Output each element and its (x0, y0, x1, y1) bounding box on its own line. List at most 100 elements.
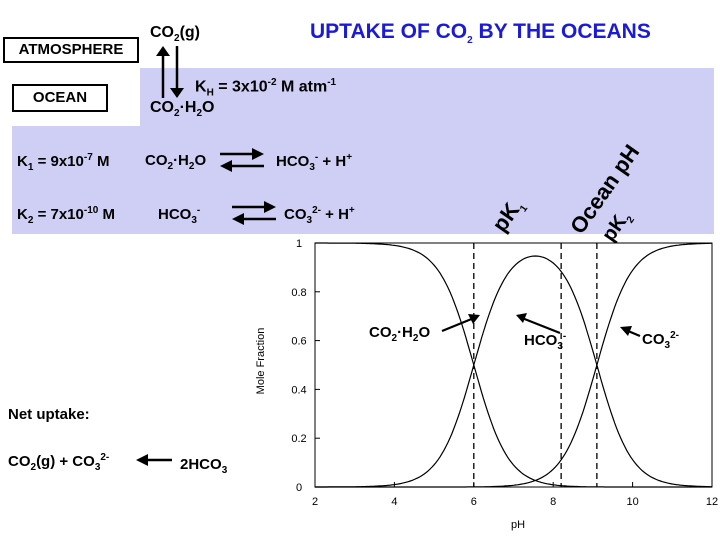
x-tick-label: 12 (706, 496, 718, 508)
co2-aq-label: CO2·H2O (150, 99, 214, 119)
net-r-a: 2HCO (180, 456, 222, 473)
k1l-c: O (194, 152, 207, 169)
co2aq-a: CO (150, 99, 174, 116)
k1-product: HCO3- + H+ (276, 152, 352, 173)
kh-sup2: -1 (327, 77, 337, 88)
k2-constant: K2 = 7x10-10 M (17, 205, 115, 226)
sp-hco3-a: HCO (524, 332, 558, 349)
k2r-sub: 3 (306, 215, 313, 226)
sp-co2-c: O (418, 324, 431, 341)
k2-equilibrium-arrows (232, 201, 276, 225)
k1r-a: HCO (276, 153, 310, 170)
k2l-sub: 3 (191, 215, 197, 226)
k1-sub: 1 (27, 162, 34, 173)
y-tick-label: 0.2 (291, 433, 306, 445)
x-tick-label: 4 (391, 496, 397, 508)
net-l-sub2: 3 (94, 462, 101, 473)
kh-a: K (195, 78, 207, 96)
y-tick-label: 1 (296, 238, 302, 250)
k1l-sub: 2 (167, 161, 174, 172)
sp-hco3-sub: 3 (557, 341, 563, 352)
net-uptake-product: 2HCO3 (180, 456, 227, 476)
net-l-b: (g) + CO (36, 453, 95, 470)
sp-co3-sup: 2- (670, 330, 679, 341)
species-label-co2: CO2·H2O (369, 324, 430, 344)
k2l-sup: - (196, 205, 201, 216)
k1-b: = 9x10 (33, 153, 84, 170)
sp-co3-a: CO (642, 331, 665, 348)
k1l-b: ·H (173, 152, 189, 169)
ocean-band-upper (140, 68, 714, 126)
henry-constant: KH = 3x10-2 M atm-1 (195, 77, 336, 99)
ocean-text: OCEAN (32, 89, 88, 106)
co2g-b: (g) (179, 24, 200, 41)
k2r-sup: 2- (312, 205, 321, 216)
k2-sup: -10 (83, 205, 99, 216)
k1-reactant: CO2·H2O (145, 152, 206, 172)
curve-co3 (315, 242, 712, 488)
co2aq-sub2: 2 (196, 108, 203, 120)
atmosphere-text: ATMOSPHERE (18, 41, 124, 58)
sp-co2-sub: 2 (391, 333, 398, 344)
ocean-label: OCEAN (12, 84, 108, 112)
chart-axes (314, 242, 713, 488)
sp-co2-b: ·H (397, 324, 413, 341)
k2r-a: CO (284, 206, 307, 223)
sp-hco3-sup: - (562, 331, 567, 342)
curve-co2 (315, 242, 712, 488)
net-l-sub: 2 (30, 462, 37, 473)
atmosphere-label: ATMOSPHERE (3, 37, 139, 63)
k2-product: CO32- + H+ (284, 205, 355, 226)
net-uptake-label: Net uptake: (8, 406, 90, 423)
species-label-co3: CO32- (642, 330, 679, 351)
net-uptake-reactants: CO2(g) + CO32- (8, 452, 109, 473)
y-tick-label: 0.4 (291, 384, 306, 396)
kh-b: = 3x10 (213, 78, 268, 96)
curve-hco3 (315, 255, 712, 488)
co2aq-c: O (202, 99, 215, 116)
k2-sub: 2 (27, 215, 34, 226)
net-uptake-arrow (136, 454, 172, 466)
title-sub: 2 (467, 35, 473, 47)
species-label-hco3: HCO3- (524, 331, 566, 352)
chart-curves (315, 242, 712, 488)
kh-c: M atm (276, 78, 328, 96)
k1-constant: K1 = 9x10-7 M (17, 152, 109, 173)
k1-sup: -7 (83, 152, 93, 163)
page-title: UPTAKE OF CO2 BY THE OCEANS (310, 20, 651, 46)
co2aq-b: ·H (179, 99, 197, 116)
sp-co2-a: CO (369, 324, 392, 341)
x-axis-label: pH (511, 519, 525, 531)
gas-exchange-arrows (156, 46, 184, 98)
plot-frame (314, 242, 713, 488)
title-rest: BY THE OCEANS (472, 20, 651, 43)
x-tick-label: 2 (312, 496, 318, 508)
kh-sup1: -2 (267, 77, 277, 88)
k1r-sup: - (314, 152, 319, 163)
title-main: UPTAKE OF CO (310, 20, 468, 43)
k2l-a: HCO (158, 206, 192, 223)
k1l-a: CO (145, 152, 168, 169)
y-tick-label: 0.8 (291, 287, 306, 299)
sp-co3-sub: 3 (664, 340, 671, 351)
k1-equilibrium-arrows (220, 148, 264, 172)
k2-c: M (98, 206, 115, 223)
x-tick-label: 10 (626, 496, 638, 508)
ocean-band (12, 126, 714, 234)
y-axis-label: Mole Fraction (255, 328, 267, 395)
co2aq-sub: 2 (174, 108, 180, 120)
k1r-sup2: + (346, 152, 353, 163)
species-pointer-arrows (441, 313, 641, 338)
y-tick-label: 0 (296, 482, 302, 494)
net-l-sup: 2- (100, 452, 110, 463)
x-tick-label: 6 (471, 496, 477, 508)
k1r-sub: 3 (309, 162, 315, 173)
sp-co2-sub2: 2 (412, 333, 419, 344)
y-tick-label: 0.6 (291, 336, 306, 348)
k1r-b: + H (318, 153, 347, 170)
k2-a: K (17, 206, 28, 223)
net-r-sub: 3 (221, 465, 228, 476)
co2-gas-label: CO2(g) (150, 24, 200, 44)
k1-c: M (92, 153, 110, 170)
